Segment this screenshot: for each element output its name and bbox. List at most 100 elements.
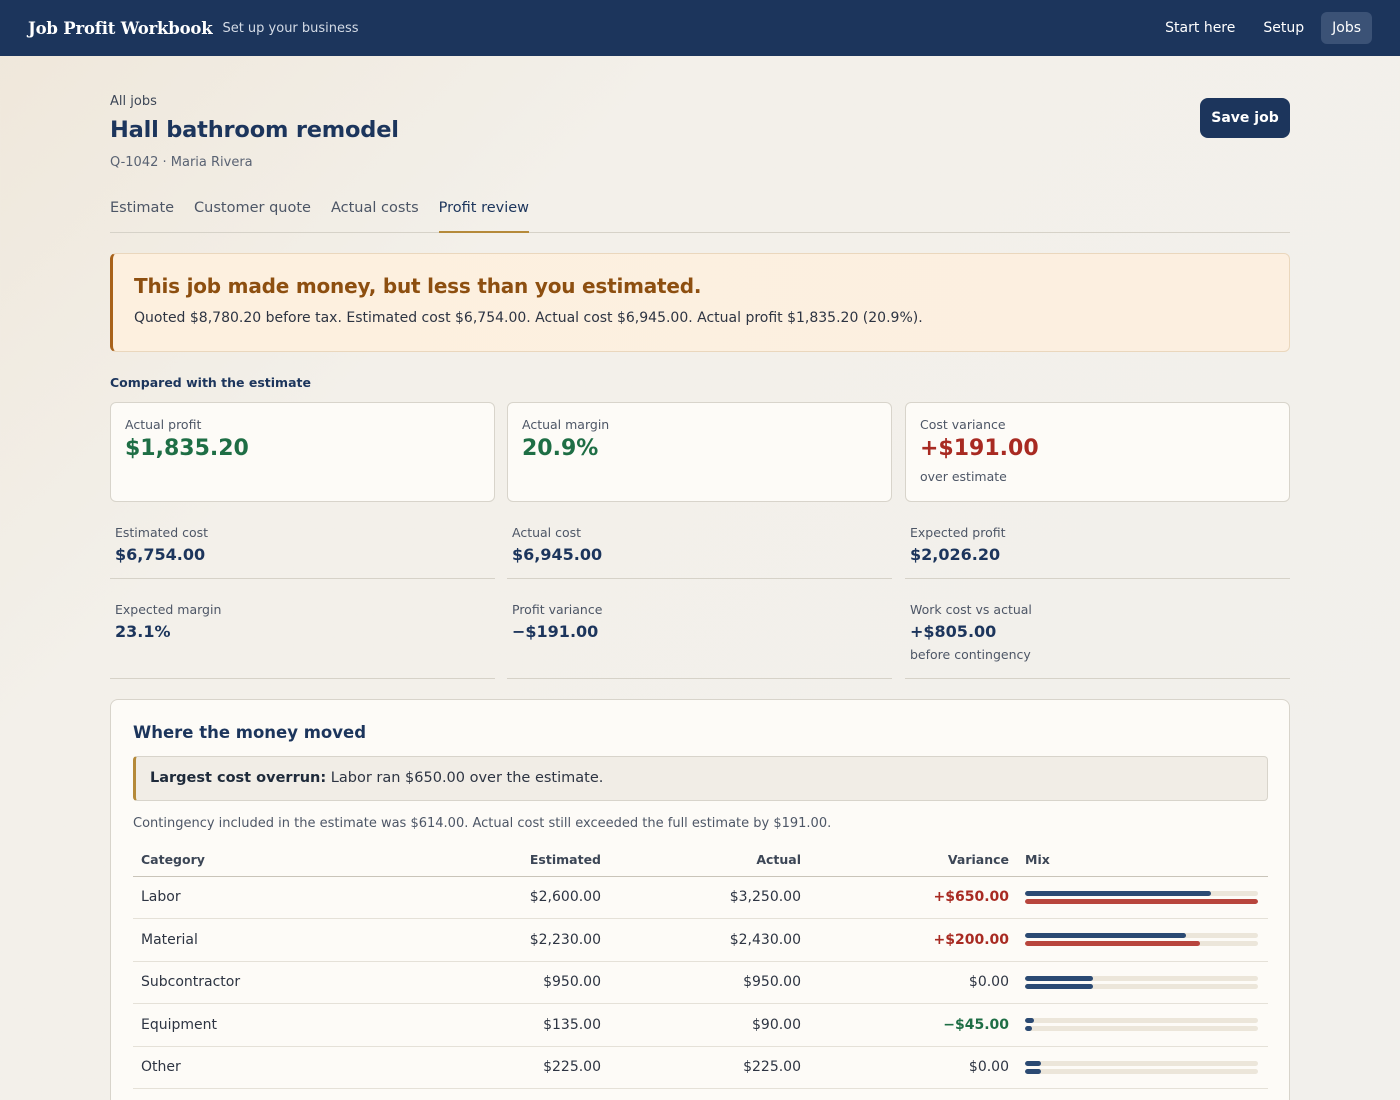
table-row: Material $2,230.00 $2,430.00 +$200.00 (133, 918, 1268, 962)
mix-bars (1025, 1016, 1258, 1033)
panel-title: Where the money moved (133, 723, 367, 742)
kpi-value: 20.9% (522, 436, 599, 461)
money-moved-panel: Where the money moved Largest cost overr… (110, 699, 1290, 1100)
alert-title: This job made money, but less than you e… (134, 274, 702, 298)
mix-bar-estimated (1025, 1018, 1258, 1024)
page-title: Hall bathroom remodel (110, 117, 399, 143)
mix-bar-actual (1025, 941, 1258, 947)
table-row: Other $225.00 $225.00 $0.00 (133, 1046, 1268, 1089)
tab-actual-costs[interactable]: Actual costs (330, 200, 419, 216)
cell-mix (1017, 961, 1268, 1004)
cell-variance: +$650.00 (809, 876, 1017, 919)
cell-mix (1017, 876, 1268, 919)
stat-value: $6,754.00 (115, 545, 206, 564)
cell-category: Subcontractor (133, 961, 407, 1004)
callout-label: Largest cost overrun: (150, 770, 327, 786)
largest-overrun-callout: Largest cost overrun: Labor ran $650.00 … (133, 756, 1268, 801)
tab-estimate[interactable]: Estimate (110, 200, 175, 216)
stat-label: Actual cost (512, 525, 582, 540)
mix-fill-actual (1025, 1026, 1032, 1032)
stat-label: Estimated cost (115, 525, 209, 540)
top-nav: Start here Setup Jobs (1154, 12, 1372, 44)
cell-mix (1017, 918, 1268, 962)
app-tagline: Set up your business (222, 20, 359, 36)
nav-setup[interactable]: Setup (1263, 20, 1305, 36)
cell-variance: $0.00 (809, 961, 1017, 1004)
mix-bars (1025, 974, 1258, 991)
breadcrumb-all-jobs[interactable]: All jobs (110, 94, 157, 109)
stat-expected-profit: Expected profit $2,026.20 (905, 525, 1290, 579)
nav-jobs[interactable]: Jobs (1321, 12, 1372, 44)
cell-category: Labor (133, 876, 407, 919)
cell-actual: $2,430.00 (609, 918, 809, 962)
stat-label: Profit variance (512, 602, 603, 617)
mix-bars (1025, 931, 1258, 948)
kpi-card-cost-variance: Cost variance +$191.00 over estimate (905, 402, 1290, 502)
mix-bar-actual (1025, 1068, 1258, 1074)
nav-start-here[interactable]: Start here (1165, 20, 1236, 36)
mix-bar-estimated (1025, 890, 1258, 896)
table-row: Subcontractor $950.00 $950.00 $0.00 (133, 961, 1268, 1004)
mix-bars (1025, 889, 1258, 906)
profit-alert: This job made money, but less than you e… (110, 253, 1290, 352)
mix-bar-actual (1025, 898, 1258, 904)
section-label: Compared with the estimate (110, 375, 311, 390)
stat-sub: before contingency (910, 647, 1031, 662)
cell-category: Equipment (133, 1003, 407, 1047)
cell-category: Material (133, 918, 407, 962)
col-header-variance: Variance (809, 843, 1017, 877)
mix-bar-estimated (1025, 1060, 1258, 1066)
app-brand[interactable]: Job Profit Workbook (28, 18, 213, 38)
callout-text: Labor ran $650.00 over the estimate. (326, 770, 604, 786)
stat-work-cost-vs-actual: Work cost vs actual +$805.00 before cont… (905, 602, 1290, 679)
kpi-value: $1,835.20 (125, 436, 249, 461)
table-row: Labor $2,600.00 $3,250.00 +$650.00 (133, 876, 1268, 919)
col-header-actual: Actual (609, 843, 809, 877)
alert-text: Quoted $8,780.20 before tax. Estimated c… (134, 310, 923, 326)
top-bar: Job Profit Workbook Set up your business… (0, 0, 1400, 56)
stat-value: $6,945.00 (512, 545, 603, 564)
mix-fill-estimated (1025, 1018, 1035, 1024)
cell-estimated: $950.00 (407, 961, 609, 1004)
kpi-value: +$191.00 (920, 436, 1039, 461)
cell-category: Other (133, 1046, 407, 1089)
mix-bar-estimated (1025, 933, 1258, 939)
mix-bars (1025, 1059, 1258, 1076)
stat-value: −$191.00 (512, 622, 599, 641)
mix-bar-actual (1025, 1026, 1258, 1032)
save-job-button[interactable]: Save job (1200, 98, 1290, 138)
stat-value: +$805.00 (910, 622, 997, 641)
tab-profit-review[interactable]: Profit review (438, 196, 530, 233)
cell-actual: $90.00 (609, 1003, 809, 1047)
kpi-card-actual-margin: Actual margin 20.9% (507, 402, 892, 502)
kpi-label: Actual margin (522, 417, 610, 432)
mix-fill-estimated (1025, 890, 1212, 896)
job-meta: Q-1042 · Maria Rivera (110, 155, 253, 170)
mix-bar-actual (1025, 983, 1258, 989)
cell-estimated: $135.00 (407, 1003, 609, 1047)
cell-actual: $950.00 (609, 961, 809, 1004)
kpi-card-actual-profit: Actual profit $1,835.20 (110, 402, 495, 502)
stat-value: 23.1% (115, 622, 171, 641)
kpi-sub: over estimate (920, 469, 1007, 484)
kpi-label: Cost variance (920, 417, 1006, 432)
mix-fill-estimated (1025, 975, 1093, 981)
stat-estimated-cost: Estimated cost $6,754.00 (110, 525, 495, 579)
job-tabs: Estimate Customer quote Actual costs Pro… (110, 196, 1290, 233)
col-header-estimated: Estimated (407, 843, 609, 877)
kpi-label: Actual profit (125, 417, 202, 432)
cell-variance: −$45.00 (809, 1003, 1017, 1047)
col-header-mix: Mix (1017, 843, 1268, 877)
stat-label: Expected profit (910, 525, 1006, 540)
stat-label: Expected margin (115, 602, 222, 617)
cell-actual: $225.00 (609, 1046, 809, 1089)
tab-customer-quote[interactable]: Customer quote (194, 200, 311, 216)
mix-bar-estimated (1025, 975, 1258, 981)
cell-estimated: $2,600.00 (407, 876, 609, 919)
cell-actual: $3,250.00 (609, 876, 809, 919)
cell-estimated: $225.00 (407, 1046, 609, 1089)
mix-fill-actual (1025, 898, 1258, 904)
col-header-category: Category (133, 843, 407, 877)
cell-mix (1017, 1003, 1268, 1047)
contingency-note: Contingency included in the estimate was… (133, 816, 832, 831)
